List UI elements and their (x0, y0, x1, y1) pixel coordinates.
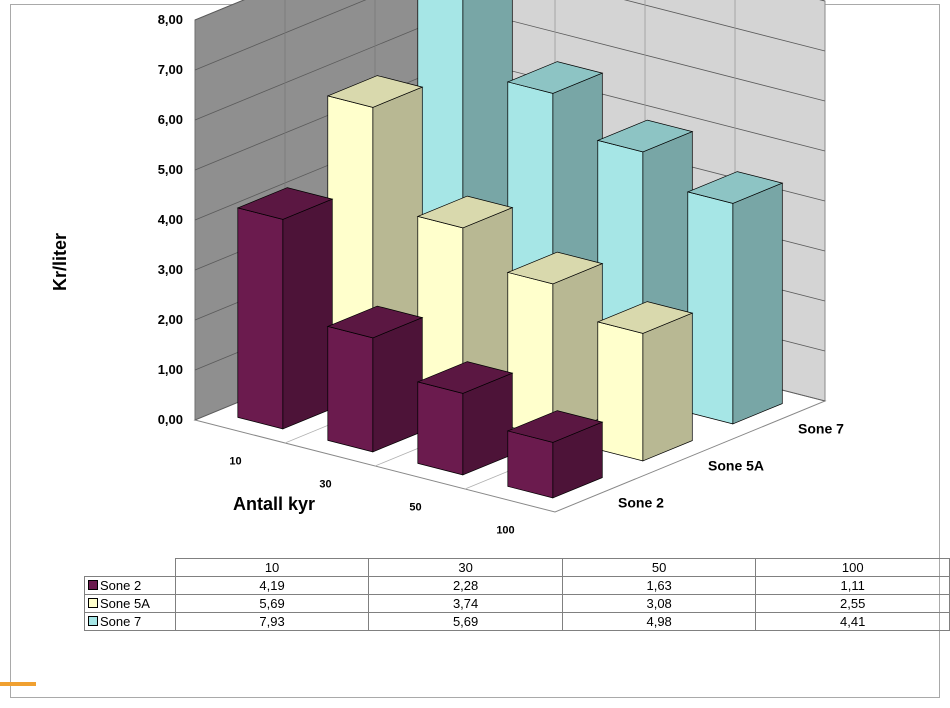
bar-sone-2-30 (326, 305, 424, 453)
x-tick-label: 30 (319, 478, 331, 490)
bar-top-face (416, 195, 514, 229)
bar-sone-2-50 (416, 361, 514, 476)
bar-front-face (597, 321, 644, 462)
bar-top-face (506, 251, 604, 285)
chart-axis-labels: 0,00 1,00 2,00 3,00 4,00 5,00 6,00 7,00 8,00 10 30… (158, 12, 844, 536)
table-cell: 4,41 (755, 612, 950, 631)
y-tick-label: 8,00 (158, 12, 183, 27)
table-cell: 5,69 (174, 594, 370, 613)
table-header-cell: 10 (174, 558, 370, 577)
bar-sone-2-100 (506, 410, 604, 499)
table-cell: 1,11 (755, 576, 950, 595)
y-tick-label: 7,00 (158, 62, 183, 77)
table-header-row: 10 30 50 100 (84, 558, 950, 577)
x-tick-label: 10 (229, 455, 241, 467)
bar-top-face (326, 305, 424, 339)
bar-front-face (417, 381, 464, 476)
table-series-cell: Sone 7 (84, 612, 176, 631)
y-tick-label: 5,00 (158, 162, 183, 177)
table-series-cell: Sone 2 (84, 576, 176, 595)
bar-side-face (732, 182, 783, 425)
table-row: Sone 7 7,93 5,69 4,98 4,41 (84, 612, 950, 631)
legend-swatch-sone-5a (88, 598, 98, 608)
bar-sone-5a-30 (416, 195, 514, 416)
x-axis-title: Antall kyr (233, 494, 315, 514)
table-series-label: Sone 7 (100, 614, 142, 629)
y-tick-label: 6,00 (158, 112, 183, 127)
table-series-label: Sone 2 (100, 578, 142, 593)
table-corner (84, 558, 176, 577)
bar-front-face (687, 191, 734, 425)
bar-sone-5a-100 (596, 301, 694, 462)
bar-top-face (326, 75, 424, 108)
bar-sone-2-10 (236, 187, 334, 430)
bar-side-face (372, 317, 423, 453)
bar-top-face (506, 61, 604, 94)
x-tick-label: 100 (496, 524, 514, 536)
table-series-label: Sone 5A (100, 596, 150, 611)
series-depth-label: Sone 7 (798, 421, 844, 437)
y-tick-label: 4,00 (158, 212, 183, 227)
chart-bars (236, 0, 784, 499)
bar-top-face (236, 187, 334, 220)
table-cell: 2,55 (755, 594, 950, 613)
bar-front-face (237, 207, 284, 430)
series-depth-label: Sone 2 (618, 495, 664, 511)
table-header-cell: 30 (368, 558, 563, 577)
bar-top-face (596, 301, 694, 334)
bar-sone-7-100 (686, 171, 784, 425)
bar-front-face (507, 271, 554, 439)
table-cell: 3,08 (561, 594, 757, 613)
data-table: 10 30 50 100 Sone 2 4,19 2,28 1,63 1,11 … (84, 558, 950, 631)
x-tick-label: 50 (409, 501, 421, 513)
table-row: Sone 5A 5,69 3,74 3,08 2,55 (84, 594, 950, 613)
bar-top-face (686, 171, 784, 204)
bar-top-face (596, 119, 694, 153)
y-tick-label: 3,00 (158, 262, 183, 277)
legend-swatch-sone-7 (88, 616, 98, 626)
bar-top-face (506, 410, 604, 443)
bar-top-face (416, 361, 514, 394)
series-depth-label: Sone 5A (708, 458, 764, 474)
table-cell: 3,74 (368, 594, 563, 613)
legend-swatch-sone-2 (88, 580, 98, 590)
bar-side-face (282, 198, 333, 430)
table-header-cell: 100 (755, 558, 950, 577)
decorative-accent-line (0, 682, 36, 686)
table-cell: 5,69 (368, 612, 563, 631)
bar-sone-5a-50 (506, 251, 604, 439)
table-row: Sone 2 4,19 2,28 1,63 1,11 (84, 576, 950, 595)
bar-front-face (327, 325, 374, 453)
y-axis-title: Kr/liter (50, 233, 70, 291)
table-cell: 2,28 (368, 576, 563, 595)
table-cell: 7,93 (174, 612, 370, 631)
table-cell: 4,19 (174, 576, 370, 595)
table-cell: 4,98 (561, 612, 757, 631)
table-header-cell: 50 (561, 558, 757, 577)
table-series-cell: Sone 5A (84, 594, 176, 613)
y-tick-label: 2,00 (158, 312, 183, 327)
y-tick-label: 0,00 (158, 412, 183, 427)
bar-side-face (642, 312, 693, 462)
y-tick-label: 1,00 (158, 362, 183, 377)
table-cell: 1,63 (561, 576, 757, 595)
